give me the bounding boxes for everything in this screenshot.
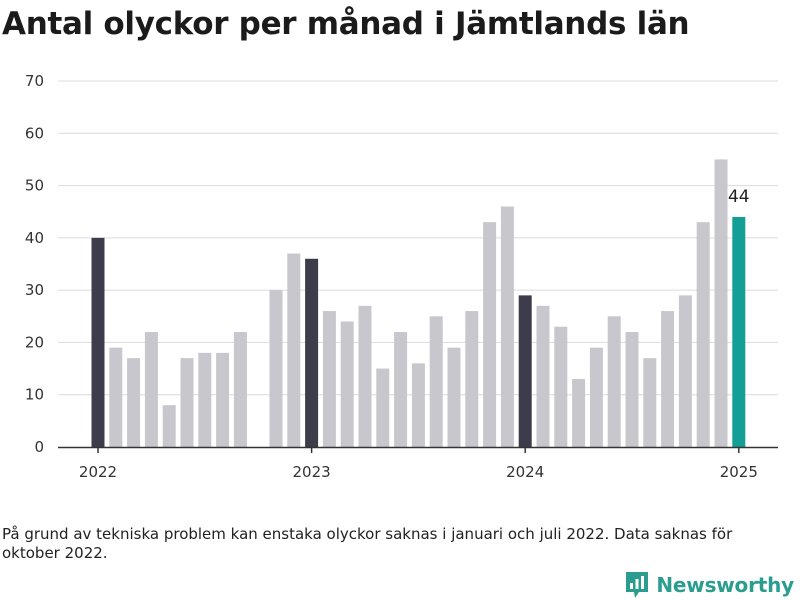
y-tick-label: 10 — [25, 386, 44, 404]
bar-2024-02 — [536, 305, 550, 447]
bar-2023-03 — [340, 321, 354, 447]
bar-2023-05 — [376, 368, 390, 447]
newsworthy-logo-icon — [626, 572, 649, 598]
bar-2023-07 — [411, 363, 425, 447]
bar-2024-01 — [518, 295, 532, 447]
bar-2023-04 — [358, 305, 372, 447]
bar-2023-09 — [447, 347, 461, 447]
bar-2022-11 — [269, 290, 283, 447]
bar-2024-11 — [696, 222, 710, 447]
footnote: På grund av tekniska problem kan enstaka… — [2, 525, 733, 562]
bar-2022-07 — [198, 352, 212, 447]
bar-2024-05 — [589, 347, 603, 447]
bar-2022-02 — [109, 347, 123, 447]
x-tick-label: 2025 — [720, 463, 758, 481]
bar-2024-12 — [714, 159, 728, 447]
bar-2024-10 — [678, 295, 692, 447]
bar-2022-04 — [144, 331, 158, 447]
bar-2022-08 — [216, 352, 230, 447]
brand-name: Newsworthy — [656, 573, 794, 597]
bar-2022-06 — [180, 358, 194, 447]
y-tick-label: 40 — [25, 229, 44, 247]
bar-2022-09 — [233, 331, 247, 447]
chart-title: Antal olyckor per månad i Jämtlands län — [2, 6, 690, 42]
y-tick-label: 0 — [34, 438, 44, 456]
y-axis-ticks: 0 10 20 30 40 50 60 70 — [25, 72, 44, 456]
x-tick-label: 2022 — [79, 463, 117, 481]
x-tick-label: 2024 — [506, 463, 544, 481]
y-tick-label: 50 — [25, 177, 44, 195]
bar-2022-05 — [162, 405, 176, 447]
bar-2023-02 — [322, 311, 336, 447]
brand-logo[interactable]: Newsworthy — [624, 570, 794, 600]
bar-2023-08 — [429, 316, 443, 447]
gridlines — [58, 80, 778, 396]
x-axis-ticks: 2022 2023 2024 2025 — [79, 447, 758, 481]
bars — [91, 159, 746, 447]
bar-2024-03 — [554, 326, 568, 447]
bar-2022-01 — [91, 237, 105, 447]
bar-2023-12 — [500, 206, 514, 447]
bar-chart: 0 10 20 30 40 50 60 70 2022 2023 2024 2025 44 — [25, 72, 778, 481]
y-tick-label: 30 — [25, 281, 44, 299]
data-labels: 44 — [728, 187, 750, 207]
bar-2022-03 — [127, 358, 141, 447]
bar-2023-06 — [394, 331, 408, 447]
bar-2024-08 — [643, 358, 657, 447]
bar-2024-07 — [625, 331, 639, 447]
bar-2025-01 — [732, 216, 746, 447]
x-tick-label: 2023 — [293, 463, 331, 481]
y-tick-label: 70 — [25, 72, 44, 90]
bar-2024-09 — [661, 311, 675, 447]
bar-2023-10 — [465, 311, 479, 447]
bar-2023-01 — [305, 258, 319, 447]
y-tick-label: 20 — [25, 333, 44, 351]
bar-2023-11 — [483, 222, 497, 447]
bar-2024-04 — [572, 379, 586, 447]
data-label: 44 — [728, 187, 750, 207]
y-tick-label: 60 — [25, 124, 44, 142]
bar-2022-12 — [287, 253, 301, 447]
bar-2024-06 — [607, 316, 621, 447]
